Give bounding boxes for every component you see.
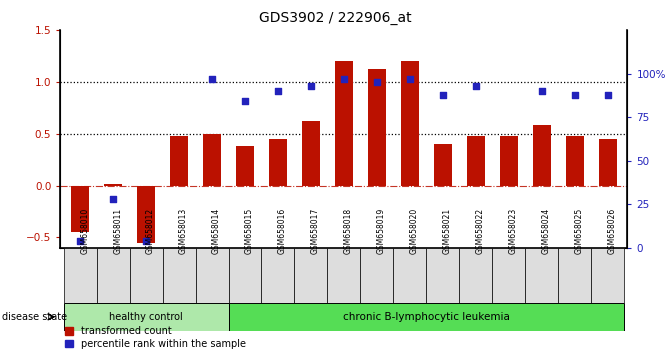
FancyBboxPatch shape [229,303,624,331]
Legend: transformed count, percentile rank within the sample: transformed count, percentile rank withi… [65,326,246,349]
Bar [203,134,221,185]
Text: GSM658011: GSM658011 [113,208,122,255]
Point [470,83,481,88]
FancyBboxPatch shape [459,248,493,303]
FancyBboxPatch shape [493,248,525,303]
Text: GSM658016: GSM658016 [278,208,287,255]
FancyBboxPatch shape [229,248,262,303]
Bar [433,144,452,185]
Point [305,83,316,88]
FancyBboxPatch shape [64,248,97,303]
Text: GSM658025: GSM658025 [574,208,584,255]
Point [240,99,250,104]
FancyBboxPatch shape [360,248,393,303]
Bar [566,136,584,185]
Text: GSM658019: GSM658019 [377,208,386,255]
Point [141,238,152,244]
Text: GSM658017: GSM658017 [311,208,320,255]
Bar [368,69,386,185]
FancyBboxPatch shape [393,248,426,303]
Bar [302,121,320,185]
FancyBboxPatch shape [591,248,624,303]
FancyBboxPatch shape [558,248,591,303]
FancyBboxPatch shape [426,248,459,303]
FancyBboxPatch shape [162,248,195,303]
FancyBboxPatch shape [195,248,229,303]
Point [74,238,85,244]
FancyBboxPatch shape [130,248,162,303]
FancyBboxPatch shape [262,248,295,303]
Text: GSM658015: GSM658015 [245,208,254,255]
Text: GSM658026: GSM658026 [608,208,617,255]
Text: disease state: disease state [2,312,67,322]
Text: GDS3902 / 222906_at: GDS3902 / 222906_at [259,11,412,25]
Text: GSM658012: GSM658012 [146,208,155,255]
Bar [104,183,122,185]
Bar [401,61,419,185]
FancyBboxPatch shape [295,248,327,303]
FancyBboxPatch shape [525,248,558,303]
Text: GSM658014: GSM658014 [212,208,221,255]
Bar [599,139,617,185]
Bar [236,146,254,185]
Text: GSM658010: GSM658010 [80,208,89,255]
Bar [269,139,287,185]
FancyBboxPatch shape [64,303,229,331]
Point [437,92,448,97]
Text: GSM658013: GSM658013 [179,208,188,255]
Text: GSM658021: GSM658021 [443,208,452,255]
Text: GSM658023: GSM658023 [509,208,518,255]
Text: healthy control: healthy control [109,312,183,322]
Point [108,196,119,202]
Bar [533,125,551,185]
Bar [137,185,155,242]
Point [372,80,382,85]
Bar [71,185,89,232]
Point [569,92,580,97]
Point [405,76,415,82]
Bar [467,136,485,185]
Text: GSM658018: GSM658018 [344,208,353,255]
Text: GSM658024: GSM658024 [541,208,551,255]
Bar [170,136,188,185]
Text: GSM658020: GSM658020 [410,208,419,255]
Point [338,76,349,82]
FancyBboxPatch shape [97,248,130,303]
Text: chronic B-lymphocytic leukemia: chronic B-lymphocytic leukemia [343,312,510,322]
Point [207,76,217,82]
Bar [335,61,353,185]
Point [603,92,613,97]
Text: GSM658022: GSM658022 [476,208,484,255]
Point [536,88,547,94]
Point [272,88,283,94]
Bar [500,136,518,185]
FancyBboxPatch shape [327,248,360,303]
